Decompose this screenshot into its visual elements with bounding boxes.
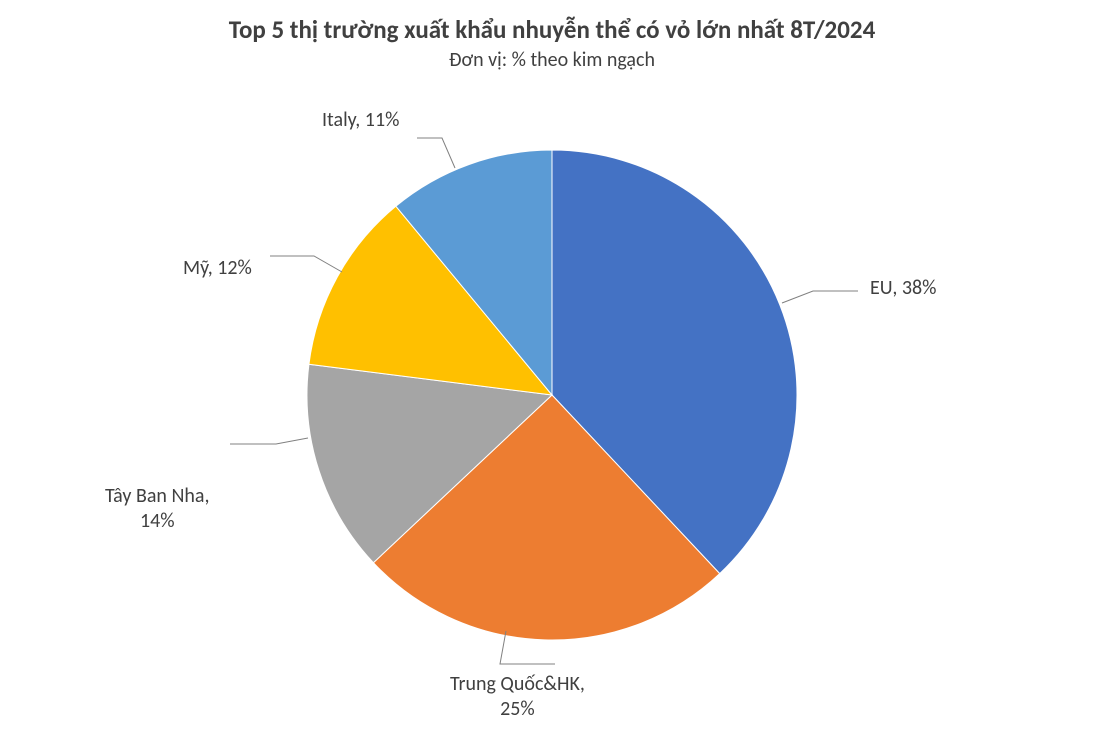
leader-line bbox=[270, 256, 342, 272]
leader-line bbox=[417, 138, 455, 168]
pie-svg bbox=[0, 0, 1104, 729]
slice-label-italy: Italy, 11% bbox=[322, 108, 399, 133]
slice-label-usa: Mỹ, 12% bbox=[183, 256, 252, 281]
pie-slices bbox=[307, 150, 797, 640]
leader-line bbox=[230, 438, 308, 444]
slice-label-eu: EU, 38% bbox=[870, 276, 936, 301]
leader-line bbox=[782, 291, 858, 303]
pie-chart-container: Top 5 thị trường xuất khẩu nhuyễn thể có… bbox=[0, 0, 1104, 729]
slice-label-spain: Tây Ban Nha, 14% bbox=[105, 484, 209, 534]
slice-label-china-hk: Trung Quốc&HK, 25% bbox=[450, 672, 585, 722]
